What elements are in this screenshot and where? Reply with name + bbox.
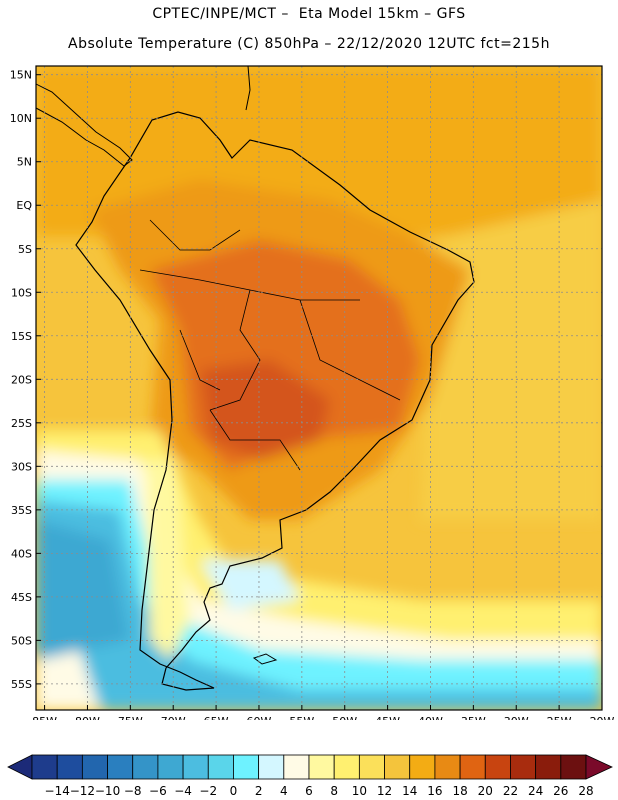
colorbar-label: 24 xyxy=(528,784,543,798)
lon-label: 85W xyxy=(32,715,57,720)
lat-label: 5S xyxy=(18,243,32,256)
colorbar-box xyxy=(333,754,360,780)
longitude-labels: 85W 80W 75W 70W 65W 60W 55W 50W 45W 40W 35W 30W 25W 2… xyxy=(32,715,614,720)
lon-label: 30W xyxy=(504,715,529,720)
colorbar-box xyxy=(384,754,411,780)
lat-label: EQ xyxy=(16,199,32,212)
colorbar-label: 20 xyxy=(478,784,493,798)
colorbar-overflow-arrow xyxy=(585,754,613,780)
colorbar-box xyxy=(132,754,159,780)
lat-label: 15S xyxy=(11,330,32,343)
colorbar-label: −4 xyxy=(174,784,192,798)
lon-label: 25W xyxy=(547,715,572,720)
lat-label: 10S xyxy=(11,286,32,299)
country-borders xyxy=(139,219,401,471)
lat-label: 40S xyxy=(11,547,32,560)
colorbar-box xyxy=(182,754,209,780)
caribbean-coastline xyxy=(245,66,251,111)
colorbar-label: 8 xyxy=(330,784,338,798)
colorbar-box xyxy=(459,754,486,780)
colorbar-box xyxy=(31,754,58,780)
colorbar-label: 6 xyxy=(305,784,313,798)
colorbar-boxes xyxy=(7,754,613,780)
colorbar-label: 28 xyxy=(578,784,593,798)
colorbar-box xyxy=(535,754,562,780)
lon-label: 35W xyxy=(461,715,486,720)
colorbar-label: 0 xyxy=(230,784,238,798)
lon-label: 50W xyxy=(332,715,357,720)
colorbar-label: 4 xyxy=(280,784,288,798)
colorbar-box xyxy=(233,754,260,780)
lat-label: 15N xyxy=(10,69,32,82)
chart-title-line2: Absolute Temperature (C) 850hPa – 22/12/… xyxy=(68,36,550,52)
colorbar-label: 12 xyxy=(377,784,392,798)
colorbar-label: 18 xyxy=(452,784,467,798)
colorbar-box xyxy=(308,754,335,780)
colorbar-box xyxy=(283,754,310,780)
lat-label: 55S xyxy=(11,678,32,691)
colorbar-label: 16 xyxy=(427,784,442,798)
lon-label: 20W xyxy=(590,715,615,720)
colorbar-box xyxy=(258,754,285,780)
colorbar-underflow-arrow xyxy=(7,754,33,780)
latitude-labels: 15N 10N 5N EQ 5S 10S 15S 20S 25S 30S 35S 40S 45S 50S 5… xyxy=(10,69,33,691)
temperature-map[interactable]: 15N 10N 5N EQ 5S 10S 15S 20S 25S 30S 35S 40S 45S 50S 5… xyxy=(0,0,618,720)
lon-label: 75W xyxy=(118,715,143,720)
colorbar-box xyxy=(157,754,184,780)
colorbar-box xyxy=(358,754,385,780)
colorbar-box xyxy=(510,754,537,780)
colorbar-box xyxy=(484,754,511,780)
colorbar-label: 2 xyxy=(255,784,263,798)
lon-label: 60W xyxy=(247,715,272,720)
colorbar-label: 26 xyxy=(553,784,568,798)
colorbar-box xyxy=(56,754,83,780)
colorbar-box xyxy=(434,754,461,780)
colorbar-box xyxy=(560,754,587,780)
colorbar-label: −8 xyxy=(124,784,142,798)
lat-label: 25S xyxy=(11,417,32,430)
lat-label: 45S xyxy=(11,591,32,604)
lon-label: 70W xyxy=(161,715,186,720)
lon-label: 65W xyxy=(204,715,229,720)
lat-label: 5N xyxy=(17,156,32,169)
chart-title-line1: CPTEC/INPE/MCT – Eta Model 15km – GFS xyxy=(152,6,466,22)
central-america-coastline xyxy=(36,83,133,167)
colorbar-label: −12 xyxy=(70,784,95,798)
lat-lon-grid xyxy=(36,66,603,710)
lon-label: 45W xyxy=(375,715,400,720)
lon-label: 55W xyxy=(289,715,314,720)
colorbar-box xyxy=(409,754,436,780)
colorbar-box xyxy=(81,754,108,780)
colorbar-label: −10 xyxy=(95,784,120,798)
colorbar-label: 14 xyxy=(402,784,417,798)
lon-label: 80W xyxy=(75,715,100,720)
lon-label: 40W xyxy=(418,715,443,720)
lat-label: 35S xyxy=(11,504,32,517)
map-frame xyxy=(35,65,603,711)
colorbar-labels: −14 −12 −10 −8 −6 −4 −2 0 2 4 6 8 10 12 14 16 18 20 22 24 26… xyxy=(45,784,594,798)
lat-label: 50S xyxy=(11,634,32,647)
colorbar-label: −2 xyxy=(199,784,217,798)
colorbar-label: 10 xyxy=(352,784,367,798)
lat-label: 10N xyxy=(10,112,32,125)
lat-label: 20S xyxy=(11,373,32,386)
colorbar-box xyxy=(207,754,234,780)
colorbar-label: 22 xyxy=(503,784,518,798)
colorbar-box xyxy=(107,754,134,780)
lat-label: 30S xyxy=(11,460,32,473)
south-america-coastline xyxy=(75,111,475,691)
colorbar-label: −14 xyxy=(45,784,70,798)
temperature-field xyxy=(36,66,602,710)
colorbar-label: −6 xyxy=(149,784,167,798)
